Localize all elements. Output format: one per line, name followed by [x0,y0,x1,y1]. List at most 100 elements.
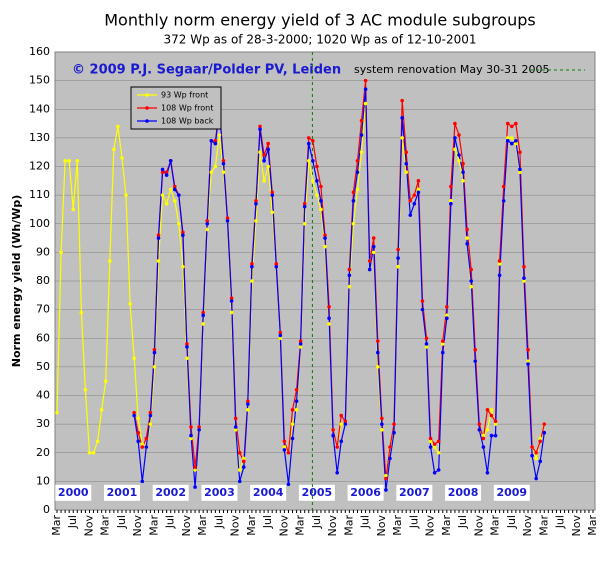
y-tick-label: 100 [29,217,50,230]
data-point [420,299,425,303]
data-point [311,138,315,143]
data-point [286,482,291,487]
data-point [380,416,384,421]
data-point [432,470,437,475]
data-point [319,199,323,203]
data-point [347,273,352,278]
data-point [505,121,510,126]
y-tick-label: 0 [43,503,50,516]
data-point [323,244,327,249]
x-tick-label: Nov [521,515,534,537]
y-tick-label: 150 [29,74,50,87]
data-point [246,399,250,404]
data-point [335,470,339,475]
data-point [392,430,396,435]
data-point [473,347,478,352]
data-point [359,118,364,123]
data-point [404,161,409,166]
data-point [164,201,169,206]
y-tick-label: 120 [29,160,50,173]
year-label: 2006 [350,486,381,499]
data-point [132,410,136,415]
data-point [164,173,169,177]
data-point [457,133,461,137]
renovation-note: system renovation May 30-31 2005 [354,63,550,76]
legend-marker [145,119,149,123]
data-point [181,233,185,237]
data-point [140,442,145,446]
data-point [335,445,339,449]
data-point [526,362,530,366]
x-tick-label: Mar [196,515,209,536]
data-point [542,430,547,435]
data-point [278,333,283,338]
data-point [103,379,108,383]
data-point [509,136,514,140]
data-point [380,428,384,432]
data-point [278,330,283,335]
x-tick-label: Nov [570,515,583,537]
data-point [542,422,547,426]
year-box [103,484,140,501]
data-point [148,410,153,415]
x-tick-label: Mar [537,515,550,536]
data-point [530,453,534,458]
data-point [75,158,80,163]
data-point [152,350,157,355]
data-point [241,456,246,461]
data-point [404,150,409,154]
data-point [306,158,311,163]
data-point [477,422,482,426]
data-point [359,150,364,154]
series-line [133,89,545,491]
year-box [152,484,189,501]
data-point [315,164,319,169]
x-tick-label: Jul [212,515,225,529]
data-point [132,356,136,361]
x-tick-label: Jul [261,515,274,529]
data-point [355,187,360,192]
data-point [424,345,429,349]
data-point [481,445,486,449]
data-point [177,221,181,226]
data-point [201,322,205,326]
x-tick-label: Mar [294,515,307,536]
data-point [181,264,185,269]
data-point [128,302,132,306]
data-point [221,170,226,175]
data-point [497,273,502,278]
data-point [501,199,506,203]
data-point [461,179,465,183]
data-point [298,339,303,343]
data-point [254,201,258,206]
data-point [375,339,380,343]
data-point [229,299,234,303]
year-box [396,484,433,501]
data-point [270,193,275,197]
data-point [351,199,356,203]
data-point [388,445,392,449]
y-tick-label: 160 [29,45,50,58]
data-point [436,439,441,444]
data-point [152,347,157,352]
data-point [514,138,518,143]
data-point [282,445,287,449]
data-point [469,267,473,272]
data-point [229,310,234,315]
data-point [465,236,469,240]
data-point [99,408,104,412]
data-point [400,116,404,120]
data-point [217,133,222,137]
data-point [412,193,417,197]
data-point [477,428,482,432]
data-point [359,133,364,137]
data-point [262,179,266,183]
data-point [290,422,295,426]
data-point [241,465,246,469]
data-point [258,150,262,154]
x-tick-label: Mar [50,515,63,536]
data-point [375,365,380,369]
data-point [489,433,494,438]
data-point [156,236,161,240]
data-point [225,219,230,223]
